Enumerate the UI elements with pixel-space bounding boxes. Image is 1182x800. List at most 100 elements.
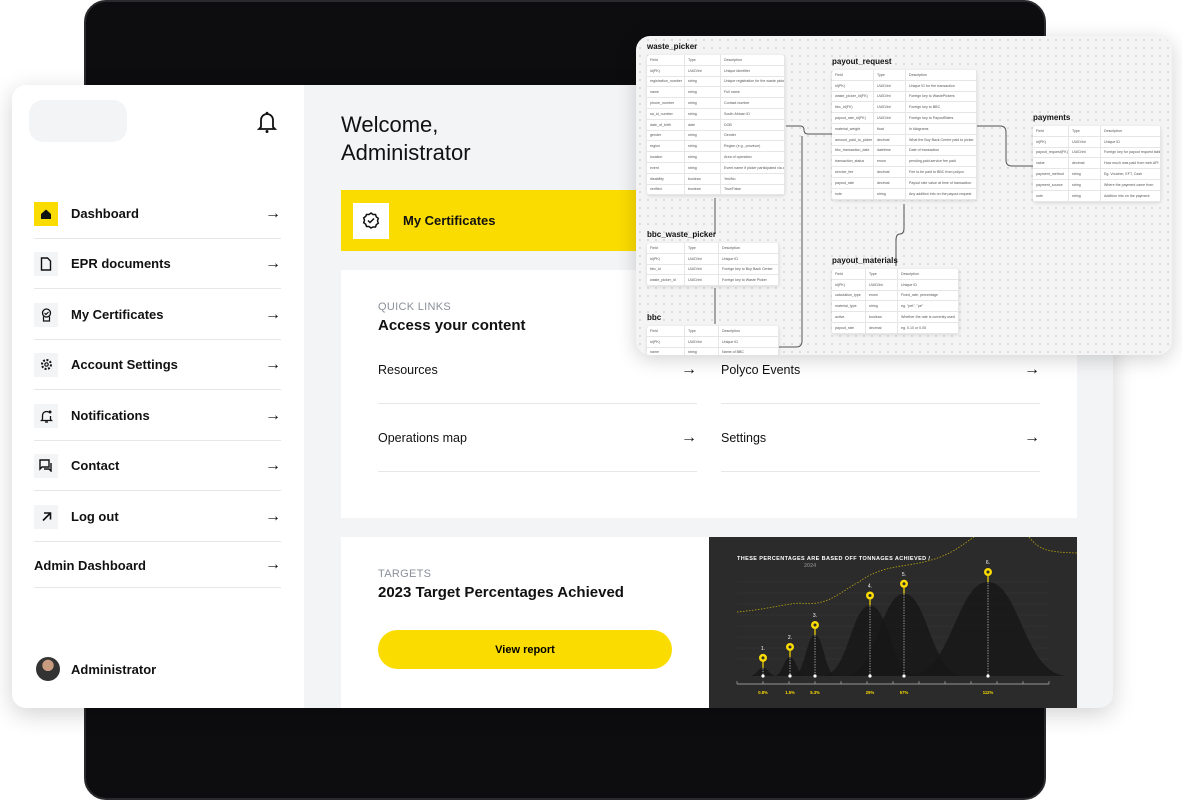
er-cell: eg. 0.10 or 0.05 — [898, 322, 959, 333]
er-cell: id(PK) — [832, 80, 874, 91]
er-row: id(PK) UUID/int Unique ID — [647, 336, 779, 348]
er-cell: string — [866, 301, 898, 312]
er-cell: How much was paid from web API — [1101, 158, 1161, 169]
targets-chart: THESE PERCENTAGES ARE BASED OFF TONNAGES… — [709, 536, 1078, 708]
area-peak — [793, 635, 837, 676]
view-report-button[interactable]: View report — [378, 630, 672, 669]
er-row: transaction_status enum pending,paid,servi… — [832, 156, 977, 168]
er-row: phone_number string Contact number — [647, 98, 785, 109]
data-marker-center — [813, 623, 817, 627]
er-cell: id(PK) — [647, 65, 685, 76]
sidebar-item-account-settings[interactable]: Account Settings → — [34, 340, 281, 390]
sidebar-item-label: My Certificates — [71, 307, 164, 322]
baseline-dot — [761, 674, 765, 678]
er-row: material_type string eg. "pet", "pe" — [832, 301, 959, 313]
er-cell: UUID/int — [874, 91, 906, 102]
user-profile[interactable]: Administrator — [36, 657, 156, 681]
my-certificates-label: My Certificates — [403, 213, 496, 228]
connector-payout-materials — [895, 204, 905, 266]
er-cell: Yes/No — [721, 173, 785, 184]
er-cell: Name of BBC — [719, 347, 779, 355]
er-cell: bbc_id(FK) — [832, 102, 874, 113]
sidebar-item-epr-documents[interactable]: EPR documents → — [34, 239, 281, 289]
baseline-dot — [902, 674, 906, 678]
er-table-waste-picker: Field Type Description id(PK) UUID/int Unique… — [647, 55, 785, 196]
targets-eyebrow: TARGETS — [378, 568, 432, 580]
er-cell: id(PK) — [1033, 136, 1069, 147]
sidebar-item-dashboard[interactable]: Dashboard → — [34, 189, 281, 239]
data-marker-center — [761, 656, 765, 660]
er-cell: Unique ID — [898, 279, 959, 290]
arrow-up-right-icon — [34, 504, 58, 529]
er-cell: UUID/int — [1069, 147, 1101, 158]
document-icon — [34, 251, 58, 276]
sidebar-item-contact[interactable]: Contact → — [34, 441, 281, 491]
quick-link-resources[interactable]: Resources → — [378, 336, 697, 404]
er-table-title: waste_picker — [647, 42, 698, 51]
er-cell: string — [685, 87, 721, 98]
data-marker-center — [986, 570, 990, 574]
quick-link-operations-map[interactable]: Operations map → — [378, 404, 697, 472]
er-cell: What the Buy Back Centre paid to picker — [906, 134, 977, 145]
arrow-right-icon: → — [265, 456, 281, 474]
sidebar-item-label: Dashboard — [71, 206, 139, 221]
er-table-title: payout_request — [832, 57, 892, 66]
sidebar-item-label: Log out — [71, 509, 119, 524]
er-cell: registration_number — [647, 76, 685, 87]
er-row: name string Full name — [647, 87, 785, 99]
er-cell: Addition info on the payment — [1101, 190, 1161, 201]
er-cell: Area of operation — [721, 152, 785, 162]
er-row: calculation_type enum Fixed_rate, percenta… — [832, 290, 959, 302]
area-peak — [774, 656, 806, 676]
arrow-right-icon: → — [265, 556, 281, 573]
admin-dashboard-link[interactable]: Admin Dashboard → — [34, 543, 281, 588]
er-cell: location — [647, 152, 685, 162]
quick-link-settings[interactable]: Settings → — [721, 404, 1040, 472]
arrow-right-icon: → — [265, 204, 281, 222]
er-cell: boolean — [685, 184, 721, 195]
quick-link-polyco-events[interactable]: Polyco Events → — [721, 336, 1040, 404]
er-cell: gender — [647, 130, 685, 141]
er-cell: In kilograms — [906, 123, 977, 134]
er-row: id(PK) UUID/int Unique identifier — [647, 65, 785, 77]
er-diagram-overlay: waste_picker Field Type Description id(PK) UU… — [636, 36, 1172, 355]
er-table-payout-materials: Field Type Description id(PK) UUID/int Unique… — [832, 269, 959, 334]
er-cell: string — [685, 108, 721, 119]
arrow-right-icon: → — [681, 360, 697, 378]
gear-icon — [34, 352, 58, 377]
er-row: date_of_birth date DOB — [647, 119, 785, 131]
category-label: 2. — [788, 635, 792, 641]
er-cell: UUID/int — [874, 113, 906, 123]
bell-icon[interactable] — [257, 111, 277, 133]
er-row: event string Event name if picker particip… — [647, 162, 785, 174]
quick-link-label: Settings — [721, 430, 767, 445]
er-cell: Unique ID — [1101, 136, 1161, 147]
er-row: id(PK) UUID/int Unique ID for the transact… — [832, 80, 977, 92]
er-cell: payment_method — [1033, 169, 1069, 179]
sidebar-item-my-certificates[interactable]: My Certificates → — [34, 290, 281, 340]
er-cell: Eg. Voucher, EFT, Cash — [1101, 169, 1161, 179]
er-cell: Foreign key to WastePickers — [906, 91, 977, 102]
er-row: id(PK) UUID/int Unique ID — [647, 253, 779, 265]
category-label: 4. — [868, 584, 872, 590]
value-label: 57% — [900, 690, 909, 695]
er-cell: UUID/int — [685, 336, 719, 347]
er-cell: string — [1069, 190, 1101, 201]
er-cell: string — [685, 141, 721, 152]
sidebar-item-log-out[interactable]: Log out → — [34, 492, 281, 542]
area-peak — [844, 593, 964, 676]
er-cell: Field — [832, 70, 874, 80]
er-row: Field Type Description — [832, 70, 977, 81]
targets-chart-svg: THESE PERCENTAGES ARE BASED OFF TONNAGES… — [736, 536, 1078, 695]
er-cell: Type — [1069, 126, 1101, 136]
er-cell: UUID/int — [1069, 136, 1101, 147]
er-cell: Foreign key to PayoutRates — [906, 113, 977, 123]
sidebar-item-notifications[interactable]: Notifications → — [34, 391, 281, 441]
er-cell: Unique registration for the waste picker — [721, 76, 785, 87]
er-cell: date — [685, 119, 721, 130]
er-row: note string Any addition info on the payou… — [832, 188, 977, 200]
certificate-icon — [353, 202, 389, 239]
er-cell: payout_rate_id(FK) — [832, 113, 874, 123]
er-row: id(PK) UUID/int Unique ID — [1033, 136, 1161, 148]
quick-link-label: Polyco Events — [721, 362, 801, 377]
